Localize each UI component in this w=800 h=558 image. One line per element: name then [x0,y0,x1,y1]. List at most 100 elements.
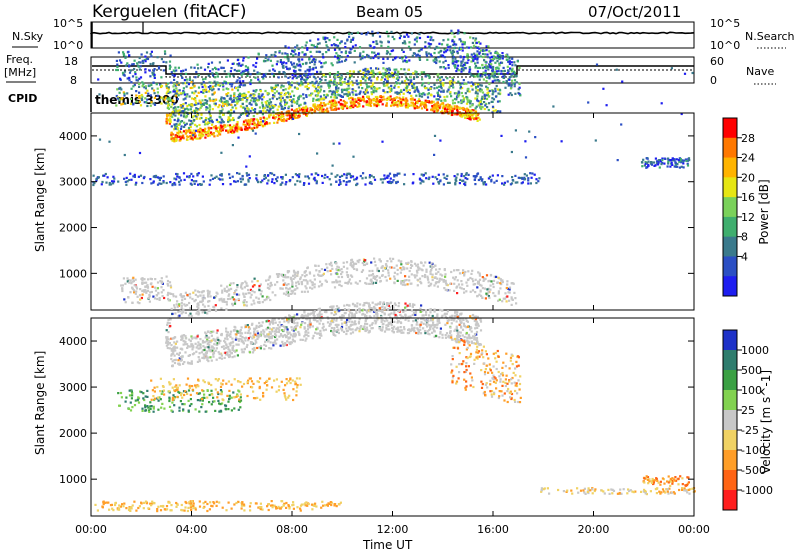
echo-cell [385,104,387,106]
echo-cell [361,313,363,315]
echo-cell [486,92,488,94]
echo-cell [285,62,287,64]
echo-cell [223,121,225,123]
echo-cell [391,72,393,74]
echo-cell [485,61,487,63]
echo-cell [467,337,469,339]
echo-cell [422,327,424,329]
echo-cell [241,332,243,334]
echo-cell [481,180,483,182]
echo-cell [324,177,326,179]
echo-cell [171,71,173,73]
echo-cell [301,51,303,53]
echo-cell [135,90,137,92]
echo-cell [150,55,152,57]
echo-cell [267,175,269,177]
echo-cell [194,85,196,87]
echo-cell [431,101,433,103]
echo-cell [472,42,474,44]
echo-cell [427,36,429,38]
echo-cell [425,75,427,77]
echo-cell [438,89,440,91]
echo-cell [199,133,201,135]
echo-cell [399,57,401,59]
echo-cell [262,120,264,122]
echo-cell [353,179,355,181]
echo-cell [321,66,323,68]
echo-cell [425,311,427,313]
echo-cell [388,74,390,76]
echo-cell [344,46,346,48]
echo-cell [472,75,474,77]
echo-cell [141,98,143,100]
echo-cell [428,77,430,79]
echo-cell [141,81,143,83]
echo-cell [242,99,244,101]
echo-cell [325,329,327,331]
echo-cell [231,347,233,349]
echo-cell [255,104,257,106]
echo-cell [205,91,207,93]
echo-cell [492,106,494,108]
echo-cell [447,107,449,109]
echo-cell [527,182,529,184]
echo-cell [229,83,231,85]
echo-cell [296,322,298,324]
echo-cell [212,68,214,70]
echo-cell [249,102,251,104]
echo-cell [205,117,207,119]
echo-cell [179,109,181,111]
echo-cell [364,183,366,185]
echo-cell [206,100,208,102]
echo-cell [242,178,244,180]
echo-cell [288,106,290,108]
echo-cell [373,315,375,317]
echo-cell [330,107,332,109]
echo-cell [230,104,232,106]
echo-cell [146,90,148,92]
echo-cell [507,69,509,71]
echo-cell [276,98,278,100]
echo-cell [180,106,182,108]
echo-cell [469,114,471,116]
echo-cell [153,89,155,91]
echo-cell [462,65,464,67]
echo-cell [269,172,271,174]
echo-cell [424,94,426,96]
echo-cell [347,81,349,83]
echo-cell [227,102,229,104]
echo-cell [244,183,246,185]
echo-cell [475,92,477,94]
echo-cell [469,73,471,75]
echo-cell [408,320,410,322]
echo-cell [280,345,282,347]
echo-cell [186,135,188,137]
echo-cell [348,83,350,85]
echo-cell [266,121,268,123]
echo-cell [408,332,410,334]
echo-cell [257,181,259,183]
echo-cell [490,63,492,65]
echo-cell [244,332,246,334]
echo-cell [398,92,400,94]
echo-cell [315,82,317,84]
echo-cell [369,100,371,102]
echo-cell [415,332,417,334]
echo-cell [401,49,403,51]
echo-cell [151,72,153,74]
echo-cell [359,55,361,57]
echo-cell [469,106,471,108]
echo-cell [195,109,197,111]
echo-cell [134,73,136,75]
echo-cell [250,94,252,96]
echo-cell [433,101,435,103]
echo-cell [343,173,345,175]
echo-cell [93,175,95,177]
echo-cell [151,51,153,53]
echo-cell [399,104,401,106]
echo-cell [274,92,276,94]
echo-cell [275,84,277,86]
echo-cell [314,103,316,105]
echo-cell [258,122,260,124]
